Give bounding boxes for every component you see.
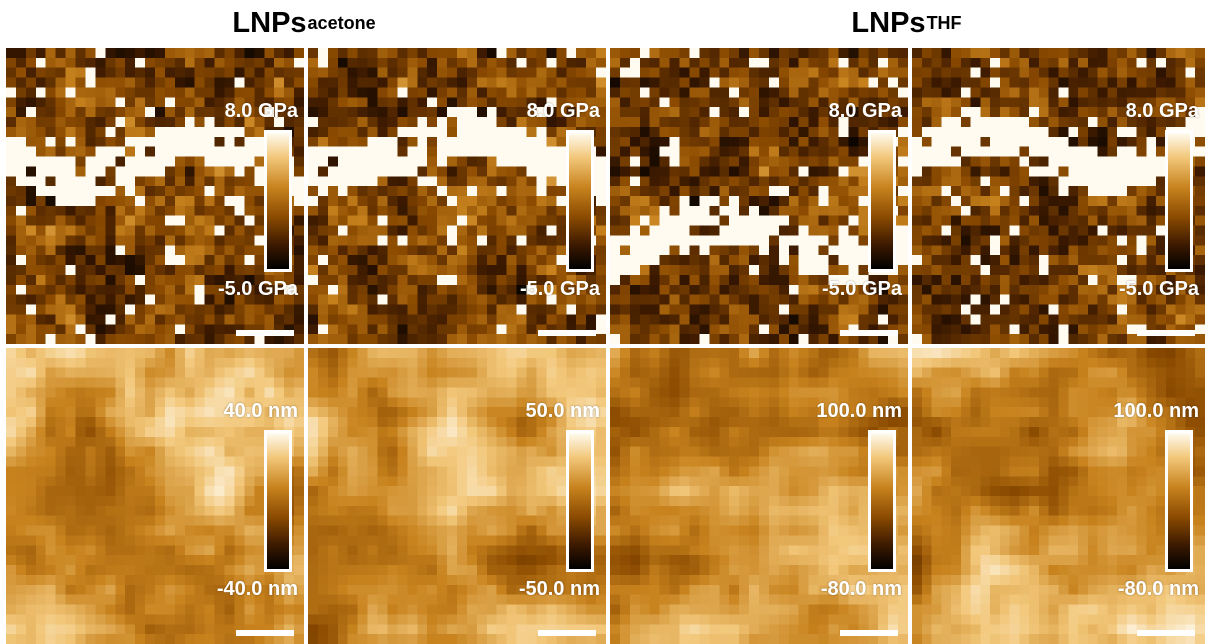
modulus-image	[912, 48, 1205, 344]
colorbar	[264, 430, 292, 572]
header-subscript: THF	[926, 12, 962, 33]
colorbar-min-label: -80.0 nm	[820, 578, 902, 600]
header-main-text: LNPs	[232, 6, 307, 39]
colorbar-min-label: -5.0 GPa	[217, 278, 298, 300]
scale-bar	[538, 630, 596, 636]
modulus-map-acetone-2: 8.0 GPa -5.0 GPa	[308, 48, 606, 344]
scale-bar	[538, 330, 596, 336]
colorbar	[264, 130, 292, 272]
colorbar-min-label: -80.0 nm	[1117, 578, 1199, 600]
colorbar	[566, 430, 594, 572]
scale-bar	[840, 330, 898, 336]
colorbar	[868, 430, 896, 572]
colorbar-min-label: -40.0 nm	[216, 578, 298, 600]
colorbar-max-label: 8.0 GPa	[224, 100, 298, 122]
colorbar	[566, 130, 594, 272]
colorbar-max-label: 50.0 nm	[525, 400, 600, 422]
modulus-image	[6, 48, 304, 344]
scale-bar	[1137, 330, 1195, 336]
modulus-image	[308, 48, 606, 344]
colorbar-min-label: -5.0 GPa	[519, 278, 600, 300]
modulus-map-thf-2: 8.0 GPa -5.0 GPa	[912, 48, 1205, 344]
scale-bar	[236, 330, 294, 336]
colorbar-min-label: -5.0 GPa	[1118, 278, 1199, 300]
header-lnps-thf: LNPs THF	[608, 0, 1205, 46]
colorbar-max-label: 8.0 GPa	[526, 100, 600, 122]
header-lnps-acetone: LNPs acetone	[0, 0, 608, 46]
height-map-acetone-2: 50.0 nm -50.0 nm	[308, 348, 606, 644]
height-image	[912, 348, 1205, 644]
colorbar-max-label: 100.0 nm	[1113, 400, 1199, 422]
height-map-acetone-1: 40.0 nm -40.0 nm	[6, 348, 304, 644]
colorbar-max-label: 40.0 nm	[223, 400, 298, 422]
colorbar-min-label: -5.0 GPa	[821, 278, 902, 300]
colorbar-min-label: -50.0 nm	[518, 578, 600, 600]
height-image	[6, 348, 304, 644]
modulus-map-thf-1: 8.0 GPa -5.0 GPa	[610, 48, 908, 344]
colorbar-max-label: 100.0 nm	[816, 400, 902, 422]
modulus-image	[610, 48, 908, 344]
height-image	[308, 348, 606, 644]
height-image	[610, 348, 908, 644]
colorbar	[868, 130, 896, 272]
colorbar-max-label: 8.0 GPa	[1125, 100, 1199, 122]
height-map-thf-1: 100.0 nm -80.0 nm	[610, 348, 908, 644]
colorbar-max-label: 8.0 GPa	[828, 100, 902, 122]
modulus-map-acetone-1: 8.0 GPa -5.0 GPa	[6, 48, 304, 344]
scale-bar	[236, 630, 294, 636]
scale-bar	[840, 630, 898, 636]
header-subscript: acetone	[307, 12, 376, 33]
header-main-text: LNPs	[851, 6, 926, 39]
scale-bar	[1137, 630, 1195, 636]
height-map-thf-2: 100.0 nm -80.0 nm	[912, 348, 1205, 644]
colorbar	[1165, 130, 1193, 272]
colorbar	[1165, 430, 1193, 572]
